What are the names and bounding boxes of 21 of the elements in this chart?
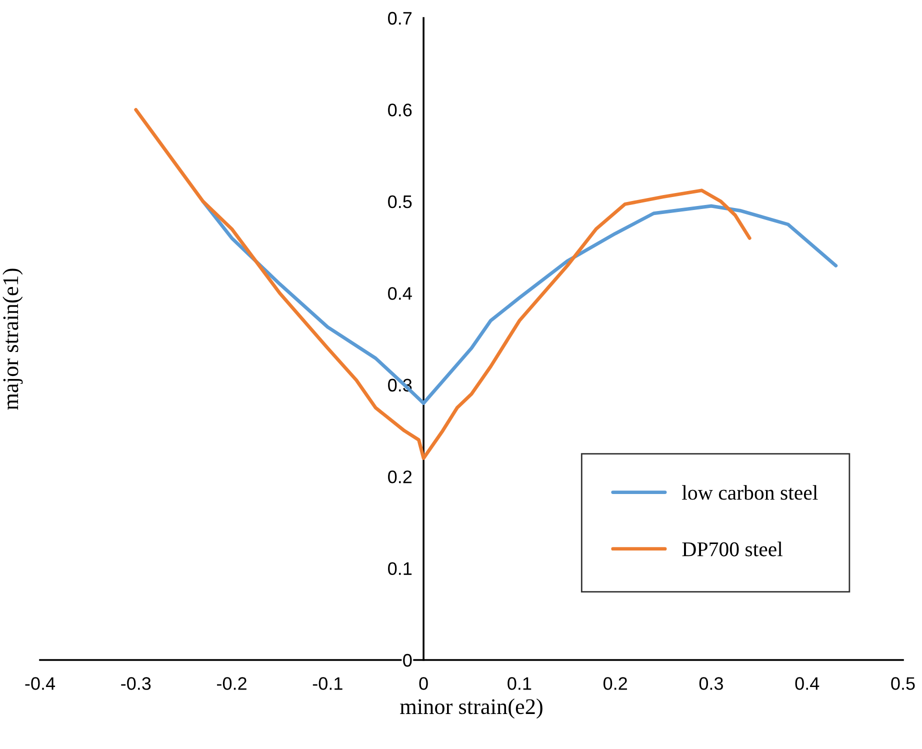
y-tick-label: 0.4: [388, 287, 412, 300]
x-tick-label: 0.2: [603, 677, 627, 690]
y-tick-label: 0: [403, 654, 412, 667]
y-tick-label: 0.1: [388, 562, 412, 576]
x-tick-label: -0.4: [25, 677, 56, 690]
y-tick-label: 0.6: [388, 104, 412, 116]
x-tick-label: 0.1: [508, 677, 532, 690]
x-tick-label: 0: [419, 677, 428, 690]
y-tick-label: 0.2: [388, 470, 412, 484]
x-tick-label: 0.5: [891, 677, 915, 690]
x-tick-label: -0.1: [312, 677, 342, 690]
x-tick-label: 0.3: [699, 677, 723, 690]
y-axis-title: major strain(e1): [2, 268, 23, 410]
legend-label: DP700 steel: [682, 542, 783, 556]
x-axis-title: minor strain(e2): [400, 698, 542, 719]
y-tick-label: 0.5: [388, 195, 412, 208]
x-tick-label: -0.2: [217, 677, 246, 690]
x-tick-label: 0.4: [795, 677, 820, 690]
x-tick-label: -0.3: [121, 677, 151, 690]
y-tick-label: 0.7: [388, 12, 412, 25]
legend-label: low carbon steel: [682, 485, 818, 500]
